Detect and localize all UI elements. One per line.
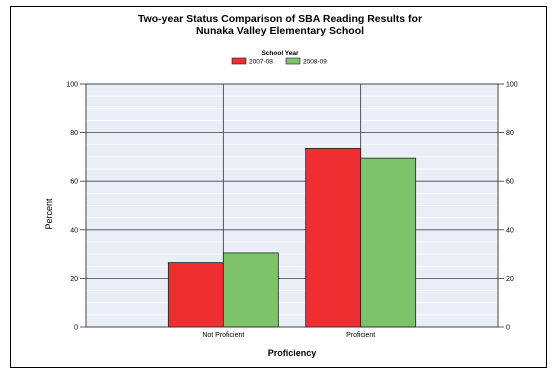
x-tick-label: Proficient bbox=[346, 332, 375, 339]
y-tick-label-left: 60 bbox=[70, 179, 78, 186]
legend-label-2007-08: 2007-08 bbox=[249, 59, 273, 66]
y-tick-label-left: 0 bbox=[74, 325, 78, 332]
y-tick-label-right: 20 bbox=[506, 276, 514, 283]
y-tick-label-right: 40 bbox=[506, 227, 514, 234]
legend-title: School Year bbox=[261, 50, 299, 57]
legend-label-2008-09: 2008-09 bbox=[303, 59, 327, 66]
legend-swatch-2008-09 bbox=[285, 57, 301, 65]
y-tick-label-left: 40 bbox=[70, 227, 78, 234]
legend-swatch-2007-08 bbox=[231, 57, 247, 65]
x-axis-label: Proficiency bbox=[268, 348, 317, 358]
bar-2007-08-not-proficient bbox=[167, 262, 224, 328]
bar-2008-09-proficient bbox=[360, 157, 417, 328]
y-tick-label-left: 20 bbox=[70, 276, 78, 283]
y-tick-label-left: 100 bbox=[66, 82, 78, 89]
chart-title-line-2: Nunaka Valley Elementary School bbox=[196, 25, 364, 37]
y-tick-label-right: 60 bbox=[506, 179, 514, 186]
y-axis-label: Percent bbox=[44, 198, 54, 230]
y-tick-label-right: 100 bbox=[506, 82, 518, 89]
chart-title-line-1: Two-year Status Comparison of SBA Readin… bbox=[138, 13, 422, 25]
legend: School Year 2007-08 2008-09 bbox=[231, 50, 327, 66]
y-tick-label-right: 0 bbox=[506, 325, 510, 332]
bar-2008-09-not-proficient bbox=[222, 252, 279, 328]
x-tick-label: Not Proficient bbox=[202, 332, 244, 339]
plot-border bbox=[85, 83, 499, 328]
y-tick-label-left: 80 bbox=[70, 130, 78, 137]
y-tick-label-right: 80 bbox=[506, 130, 514, 137]
bar-2007-08-proficient bbox=[305, 147, 362, 328]
